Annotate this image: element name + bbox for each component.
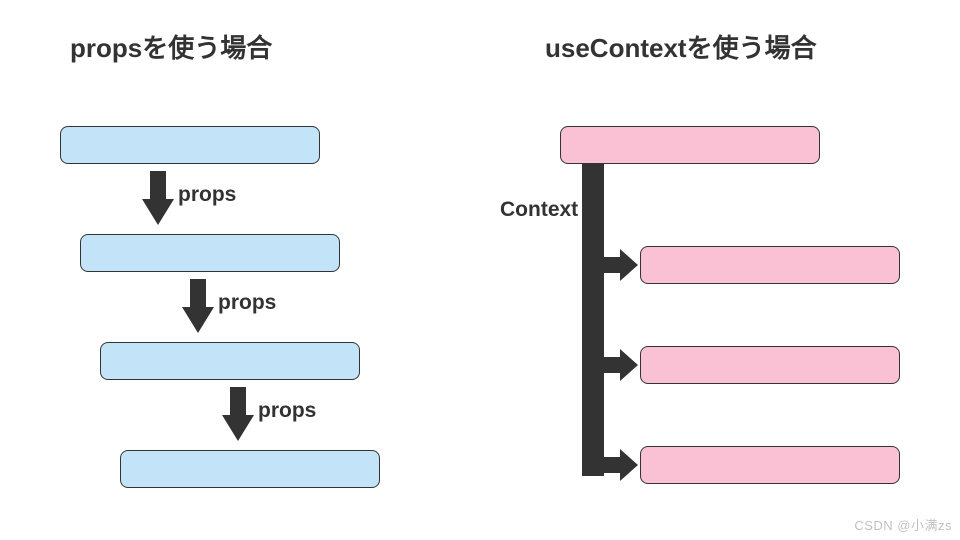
left-arrow-label-3: props xyxy=(258,399,316,423)
left-box-1 xyxy=(60,126,320,164)
left-box-4 xyxy=(120,450,380,488)
right-box-4 xyxy=(640,446,900,484)
right-box-1 xyxy=(560,126,820,164)
right-title: useContextを使う場合 xyxy=(545,28,817,65)
context-arrow-tree xyxy=(578,160,642,482)
context-label: Context xyxy=(500,198,578,222)
right-box-3 xyxy=(640,346,900,384)
left-arrow-2 xyxy=(180,276,216,336)
right-box-2 xyxy=(640,246,900,284)
left-title: propsを使う場合 xyxy=(70,28,272,65)
left-arrow-label-2: props xyxy=(218,291,276,315)
left-box-3 xyxy=(100,342,360,380)
left-arrow-1 xyxy=(140,168,176,228)
left-arrow-label-1: props xyxy=(178,183,236,207)
left-box-2 xyxy=(80,234,340,272)
left-arrow-3 xyxy=(220,384,256,444)
watermark: CSDN @小满zs xyxy=(854,515,952,534)
